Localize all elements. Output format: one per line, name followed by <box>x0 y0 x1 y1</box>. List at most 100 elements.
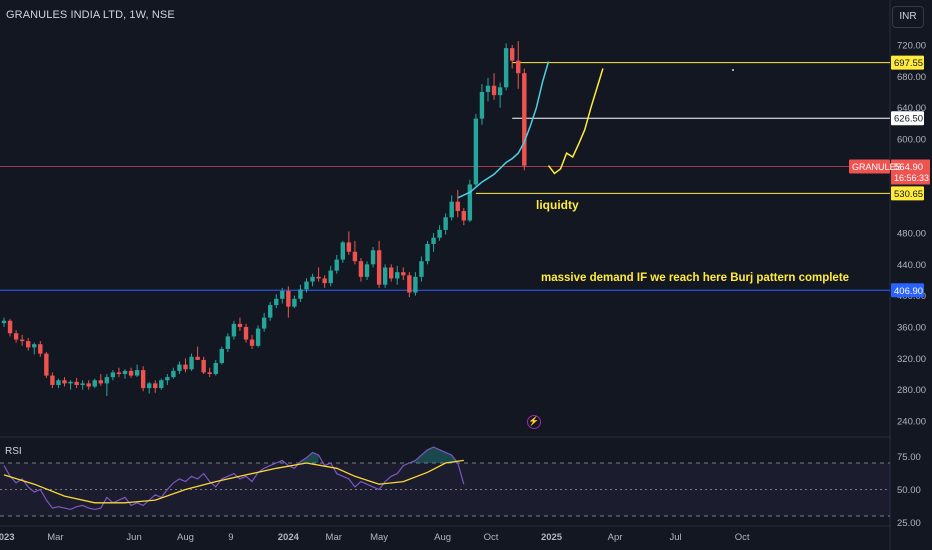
candle-body <box>407 275 412 293</box>
candle-body <box>437 229 442 238</box>
candle-body <box>382 267 388 285</box>
candle-body <box>389 267 394 279</box>
rsi-band-group <box>0 462 890 517</box>
labels-group: liquidty massive demand IF we reach here … <box>536 198 849 284</box>
candle-body <box>358 261 364 277</box>
candle-body <box>316 276 321 279</box>
candle-body <box>376 250 382 285</box>
overlay-lines-group <box>457 61 734 199</box>
lower-price-tag-bg <box>891 186 924 201</box>
lightning-icon[interactable]: ⚡ <box>527 415 541 429</box>
candle-body <box>80 383 85 385</box>
symbol-tag: GRANULES <box>852 162 902 172</box>
rsi-overbought-fill <box>300 452 319 463</box>
candle-body <box>328 270 333 284</box>
price-tick-label: 480.00 <box>897 229 926 240</box>
candle-body <box>86 383 91 387</box>
liquidity-annotation: liquidty <box>536 198 579 212</box>
candle-body <box>516 60 521 74</box>
candle-body <box>485 85 491 92</box>
candle-body <box>473 118 479 185</box>
candle-body <box>104 377 110 384</box>
projection-path <box>547 68 604 175</box>
candle-body <box>370 250 376 265</box>
time-axis-label: 2024 <box>278 532 300 543</box>
candle-body <box>280 290 285 299</box>
candle-body <box>449 201 454 218</box>
candle-body <box>134 370 140 376</box>
chart-title: GRANULES INDIA LTD, 1W, NSE <box>6 9 175 21</box>
candle-body <box>340 242 345 260</box>
time-axis-label: Jul <box>669 532 681 543</box>
time-axis-label: May <box>370 532 388 543</box>
candle-body <box>443 217 448 230</box>
candle-body <box>334 259 339 271</box>
time-axis-label: Jun <box>126 532 141 543</box>
candle-body <box>171 370 176 378</box>
axes-group: 720.00680.00640.00600.00480.00440.00400.… <box>0 41 930 543</box>
candle-body <box>510 48 515 61</box>
candle-body <box>249 339 255 346</box>
candle-body <box>74 381 79 385</box>
rsi-tick-label: 75.00 <box>897 452 921 463</box>
time-axis-label: 9 <box>228 532 233 543</box>
price-tick-label: 600.00 <box>897 135 926 146</box>
candle-body <box>491 85 497 96</box>
candle-body <box>304 281 309 290</box>
last-price-tag-bg <box>891 159 930 185</box>
candle-body <box>497 87 503 96</box>
ema-line <box>457 61 550 199</box>
candle-body <box>419 261 424 277</box>
candle-body <box>219 348 224 364</box>
countdown-timer: 16:56:33 <box>894 173 929 183</box>
candle-body <box>207 372 212 374</box>
upper-price-tag-bg <box>891 55 924 70</box>
candle-body <box>225 336 231 349</box>
candle-body <box>479 92 485 119</box>
price-tick-label: 240.00 <box>897 417 926 428</box>
lower-price-tag: 530.65 <box>894 189 923 200</box>
candle-body <box>346 242 352 252</box>
candle-body <box>292 298 297 307</box>
candle-body <box>255 328 261 346</box>
candle-body <box>62 380 67 384</box>
candle-body <box>274 298 279 306</box>
candle-body <box>395 272 400 279</box>
candle-body <box>522 73 527 166</box>
time-axis-label: Mar <box>326 532 342 543</box>
price-tick-label: 440.00 <box>897 260 926 271</box>
candle-body <box>461 211 466 221</box>
time-axis-label: Apr <box>608 532 623 543</box>
candle-body <box>110 372 116 378</box>
rsi-tick-label: 50.00 <box>897 485 921 496</box>
candle-body <box>195 356 200 360</box>
mid-price-tag: 626.50 <box>894 114 923 125</box>
last-price-value: 564.90 <box>894 162 923 173</box>
candle-body <box>153 383 158 389</box>
mid-price-tag-bg <box>891 111 924 126</box>
rsi-overbought-fill <box>409 447 458 463</box>
candle-body <box>128 370 134 376</box>
price-tick-label: 640.00 <box>897 103 926 114</box>
candle-body <box>116 372 122 374</box>
candle-body <box>7 320 13 334</box>
support-price-tag: 406.90 <box>894 286 923 297</box>
candle-body <box>50 375 55 385</box>
candle-body <box>19 339 25 342</box>
candle-body <box>268 305 273 318</box>
candle-body <box>298 289 303 299</box>
currency-selector[interactable]: INR <box>892 6 924 28</box>
candle-body <box>352 251 358 262</box>
candle-body <box>364 264 370 277</box>
candle-body <box>1 320 7 324</box>
candle-body <box>159 380 164 389</box>
rsi-indicator-label[interactable]: RSI <box>5 446 22 457</box>
candle-body <box>261 317 267 329</box>
rsi-line <box>3 446 465 511</box>
candle-body <box>243 327 249 340</box>
candle-body <box>98 380 103 384</box>
time-axis-label: Mar <box>47 532 63 543</box>
candle-body <box>467 184 473 221</box>
candlestick-series <box>1 41 527 396</box>
